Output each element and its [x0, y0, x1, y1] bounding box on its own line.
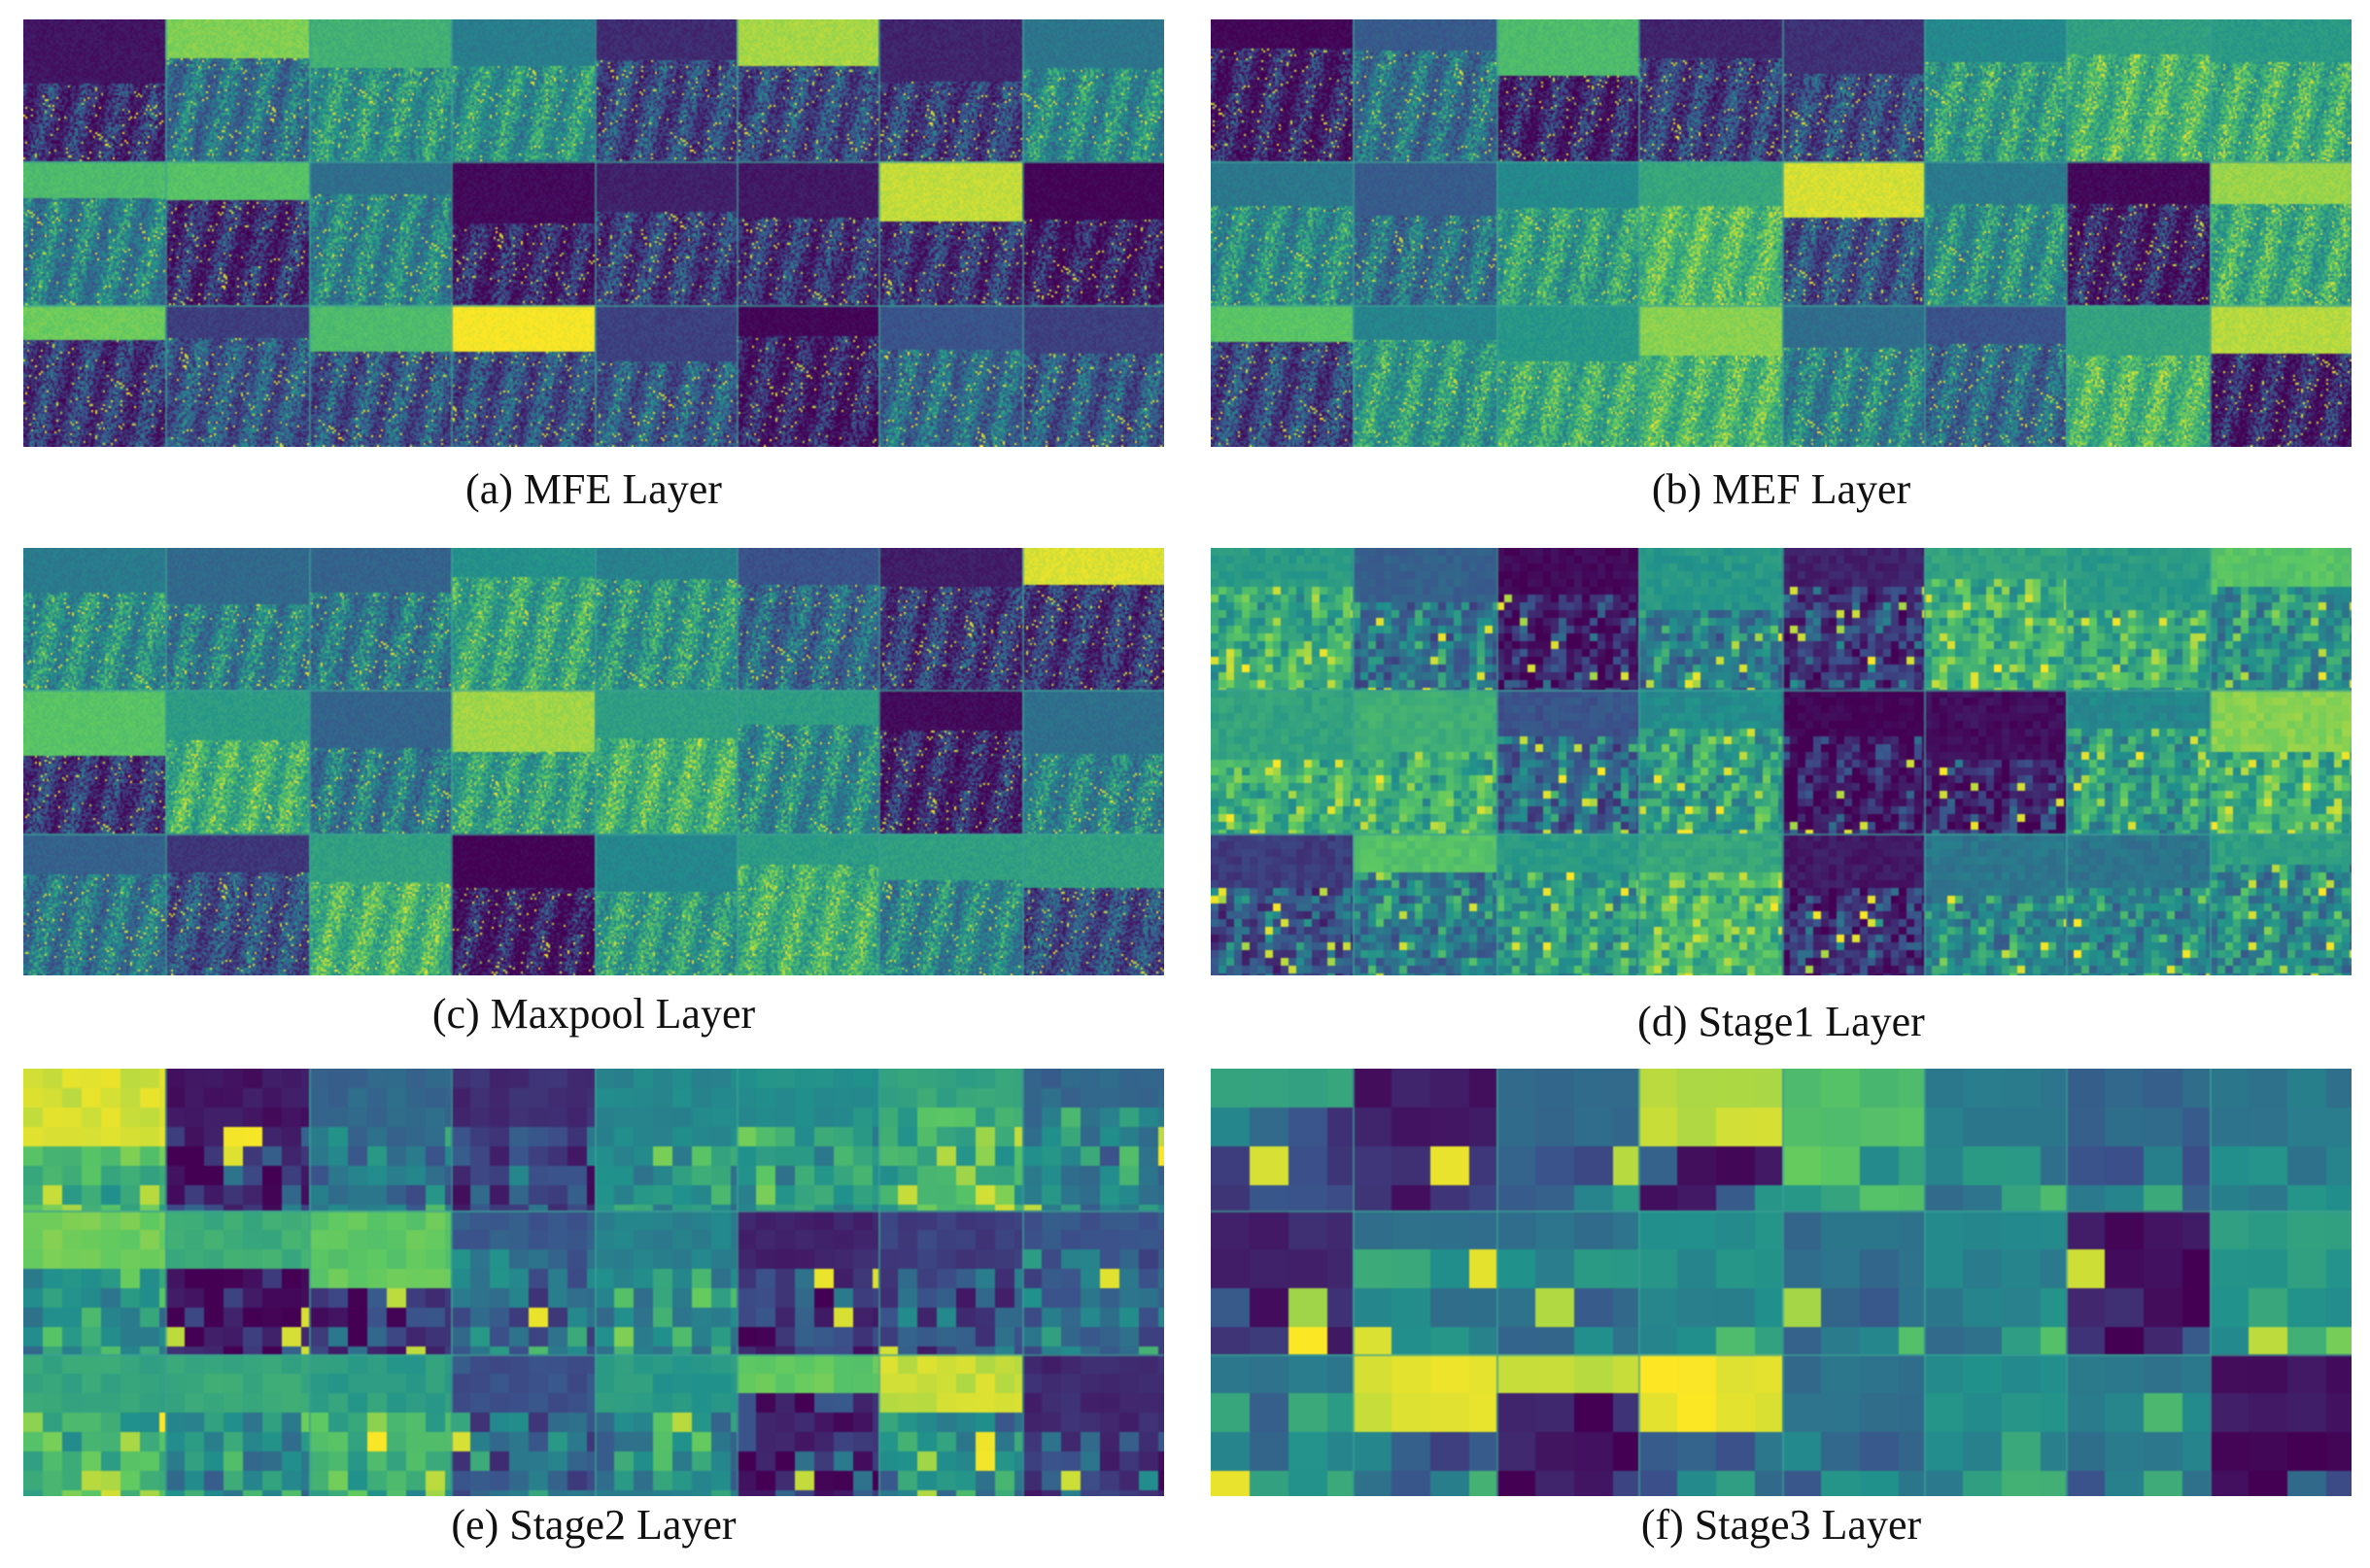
caption-mef-layer: (b) MEF Layer — [1651, 465, 1911, 513]
feature-map-grid-maxpool — [23, 548, 1164, 975]
feature-map-canvas-mef — [1211, 19, 2352, 447]
feature-map-canvas-stage2 — [23, 1069, 1164, 1496]
feature-map-canvas-stage1 — [1211, 548, 2352, 975]
caption-stage2-layer: (e) Stage2 Layer — [451, 1501, 737, 1549]
caption-stage1-layer: (d) Stage1 Layer — [1637, 998, 1925, 1045]
feature-map-grid-mfe — [23, 19, 1164, 447]
feature-map-grid-stage2 — [23, 1069, 1164, 1496]
caption-mfe-layer: (a) MFE Layer — [465, 465, 722, 513]
feature-map-grid-mef — [1211, 19, 2352, 447]
feature-map-grid-stage1 — [1211, 548, 2352, 975]
caption-maxpool-layer: (c) Maxpool Layer — [431, 990, 756, 1038]
feature-map-grid-stage3 — [1211, 1069, 2352, 1496]
feature-map-canvas-stage3 — [1211, 1069, 2352, 1496]
feature-map-canvas-maxpool — [23, 548, 1164, 975]
caption-stage3-layer: (f) Stage3 Layer — [1640, 1501, 1922, 1549]
feature-map-canvas-mfe — [23, 19, 1164, 447]
